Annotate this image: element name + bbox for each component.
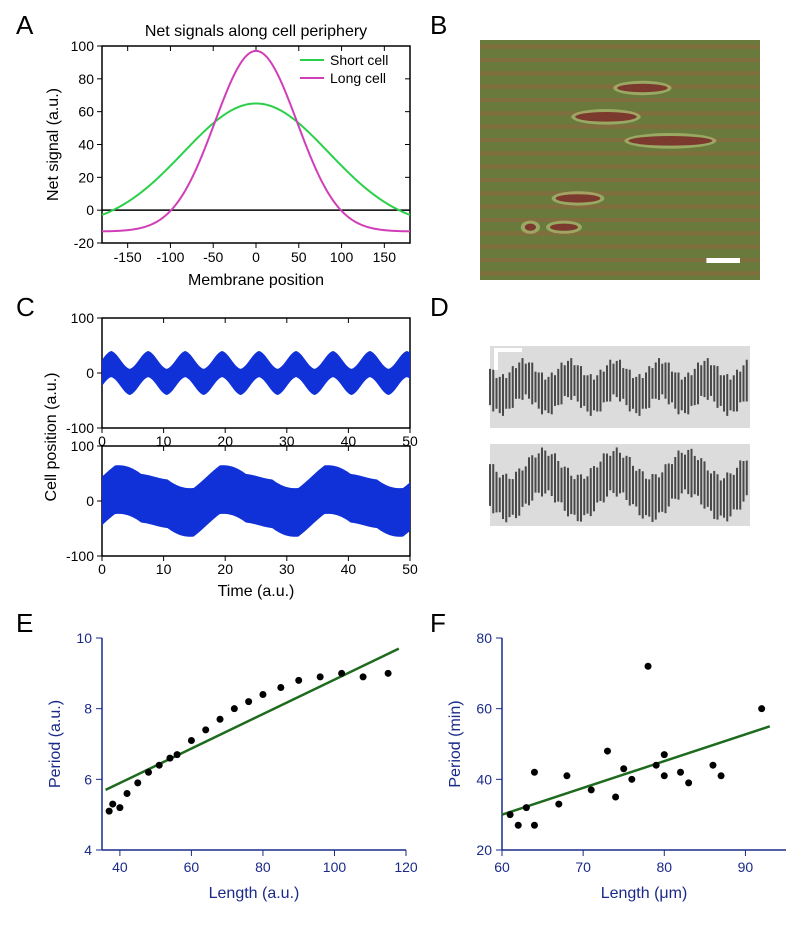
panel-a-label: A bbox=[16, 10, 33, 41]
svg-text:90: 90 bbox=[738, 859, 754, 875]
svg-text:0: 0 bbox=[86, 365, 94, 381]
svg-text:50: 50 bbox=[291, 249, 307, 265]
panel-d-label: D bbox=[430, 292, 449, 323]
svg-text:40: 40 bbox=[112, 859, 128, 875]
svg-text:-100: -100 bbox=[66, 548, 94, 564]
svg-text:100: 100 bbox=[330, 249, 354, 265]
svg-text:40: 40 bbox=[476, 771, 492, 787]
figure: A B C D E F -150-100-50050100150-2002040… bbox=[10, 10, 798, 917]
svg-text:0: 0 bbox=[98, 561, 106, 577]
svg-text:80: 80 bbox=[656, 859, 672, 875]
svg-text:30: 30 bbox=[279, 561, 295, 577]
svg-text:Net signals along cell periphe: Net signals along cell periphery bbox=[145, 23, 367, 40]
svg-text:Net signal (a.u.): Net signal (a.u.) bbox=[45, 88, 62, 201]
svg-text:60: 60 bbox=[476, 701, 492, 717]
svg-text:Length (μm): Length (μm) bbox=[601, 885, 688, 902]
panel-d-kymograph bbox=[480, 340, 760, 550]
svg-text:40: 40 bbox=[78, 137, 94, 153]
svg-text:40: 40 bbox=[341, 561, 357, 577]
svg-text:60: 60 bbox=[494, 859, 510, 875]
svg-text:50: 50 bbox=[402, 561, 418, 577]
svg-text:Cell position (a.u.): Cell position (a.u.) bbox=[43, 373, 60, 502]
svg-text:10: 10 bbox=[156, 561, 172, 577]
svg-text:120: 120 bbox=[394, 859, 418, 875]
svg-text:20: 20 bbox=[78, 169, 94, 185]
svg-text:0: 0 bbox=[86, 493, 94, 509]
svg-text:0: 0 bbox=[86, 202, 94, 218]
svg-text:8: 8 bbox=[84, 701, 92, 717]
svg-text:80: 80 bbox=[255, 859, 271, 875]
svg-text:60: 60 bbox=[184, 859, 200, 875]
panel-b-label: B bbox=[430, 10, 447, 41]
svg-text:20: 20 bbox=[476, 842, 492, 858]
panel-e-chart: 40 60 80 100 120 4 6 8 10 Length (a.u.) Period (a.… bbox=[40, 620, 420, 910]
svg-text:Time (a.u.): Time (a.u.) bbox=[218, 583, 295, 600]
svg-text:100: 100 bbox=[71, 38, 95, 54]
panel-c-label: C bbox=[16, 292, 35, 323]
panel-f-chart: 60 70 80 90 20 40 60 80 Length (μm) Period (min) bbox=[440, 620, 800, 910]
svg-text:70: 70 bbox=[575, 859, 591, 875]
panel-e-label: E bbox=[16, 608, 33, 639]
svg-text:6: 6 bbox=[84, 771, 92, 787]
svg-text:Short cell: Short cell bbox=[330, 52, 388, 68]
svg-text:-100: -100 bbox=[156, 249, 184, 265]
svg-text:Long cell: Long cell bbox=[330, 70, 386, 86]
svg-text:100: 100 bbox=[71, 438, 95, 454]
svg-text:10: 10 bbox=[76, 630, 92, 646]
svg-text:100: 100 bbox=[71, 310, 95, 326]
panel-b-micrograph bbox=[480, 40, 760, 280]
svg-text:Period (min): Period (min) bbox=[447, 700, 464, 787]
svg-text:-100: -100 bbox=[66, 420, 94, 436]
svg-text:80: 80 bbox=[476, 630, 492, 646]
svg-text:4: 4 bbox=[84, 842, 92, 858]
svg-text:-50: -50 bbox=[203, 249, 223, 265]
svg-text:Period (a.u.): Period (a.u.) bbox=[47, 700, 64, 788]
svg-text:-20: -20 bbox=[74, 235, 94, 251]
panel-c-chart: -100010001020304050-100010001020304050Ti… bbox=[40, 300, 420, 600]
svg-text:0: 0 bbox=[252, 249, 260, 265]
svg-text:100: 100 bbox=[323, 859, 347, 875]
panel-a-chart: -150 -100 -50 0 50 100 150 -20 0 20 40 60 80 100 Net s… bbox=[40, 18, 420, 288]
svg-text:Length (a.u.): Length (a.u.) bbox=[209, 885, 300, 902]
svg-text:80: 80 bbox=[78, 71, 94, 87]
svg-text:-150: -150 bbox=[114, 249, 142, 265]
svg-text:Membrane position: Membrane position bbox=[188, 272, 324, 288]
svg-text:60: 60 bbox=[78, 104, 94, 120]
svg-text:20: 20 bbox=[217, 561, 233, 577]
svg-text:150: 150 bbox=[373, 249, 397, 265]
